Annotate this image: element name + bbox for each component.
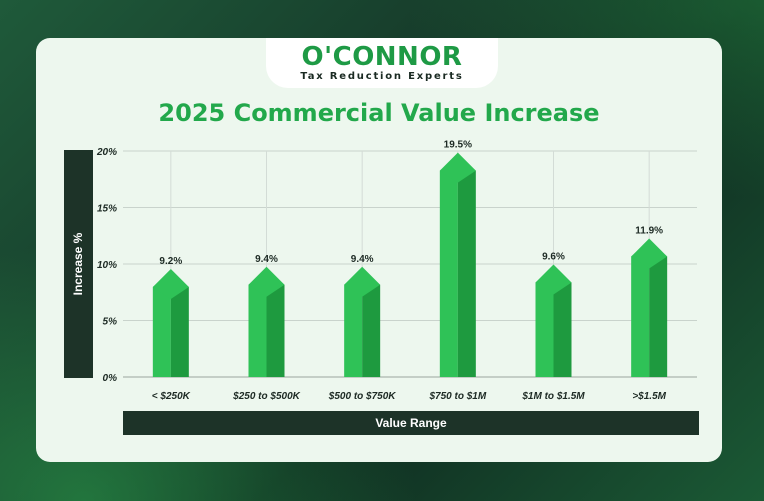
bar-right-face bbox=[362, 270, 381, 377]
bar-right-face bbox=[266, 270, 285, 377]
x-tick-label: $500 to $750K bbox=[328, 391, 396, 402]
bar-left-face bbox=[248, 270, 267, 377]
bar-right-face bbox=[170, 273, 189, 377]
data-label: 9.4% bbox=[255, 254, 278, 265]
data-label: 9.6% bbox=[542, 252, 565, 263]
x-tick-label: >$1.5M bbox=[632, 391, 666, 402]
logo-tagline: Tax Reduction Experts bbox=[300, 71, 464, 82]
x-axis-label: Value Range bbox=[375, 416, 447, 430]
bar bbox=[439, 152, 476, 377]
bar-right-face bbox=[649, 242, 668, 377]
x-tick-label: $250 to $500K bbox=[232, 391, 300, 402]
bar-top-cap bbox=[631, 238, 668, 269]
bar bbox=[344, 266, 381, 377]
bar-left-face bbox=[152, 273, 171, 377]
chart-card bbox=[36, 38, 722, 462]
y-tick-label: 15% bbox=[97, 204, 117, 215]
bar-left-face bbox=[344, 270, 363, 377]
bar-top-cap bbox=[535, 264, 572, 295]
bar-left-face bbox=[535, 268, 554, 377]
bar bbox=[631, 238, 668, 377]
chart-title: 2025 Commercial Value Increase bbox=[158, 99, 600, 127]
bar-left-face bbox=[631, 242, 650, 377]
x-axis-label-bar bbox=[123, 411, 699, 435]
x-tick-label: $1M to $1.5M bbox=[521, 391, 585, 402]
x-tick-label: < $250K bbox=[152, 391, 191, 402]
data-label: 9.2% bbox=[159, 256, 182, 267]
y-tick-label: 5% bbox=[103, 317, 118, 328]
bar-right-face bbox=[553, 268, 572, 377]
bar bbox=[248, 266, 285, 377]
y-tick-label: 10% bbox=[97, 260, 117, 271]
bar bbox=[535, 264, 572, 377]
y-axis-label-bar bbox=[64, 150, 93, 378]
logo-tab bbox=[266, 38, 498, 88]
bar-top-cap bbox=[344, 266, 381, 297]
logo-name: O'CONNOR bbox=[301, 42, 463, 72]
y-tick-label: 20% bbox=[96, 147, 117, 158]
bar-top-cap bbox=[439, 152, 476, 183]
x-tick-label: $750 to $1M bbox=[428, 391, 486, 402]
bar-left-face bbox=[439, 156, 458, 377]
data-label: 19.5% bbox=[444, 140, 472, 151]
y-tick-label: 0% bbox=[103, 373, 118, 384]
bar-top-cap bbox=[248, 266, 285, 297]
data-label: 9.4% bbox=[351, 254, 374, 265]
data-label: 11.9% bbox=[635, 226, 663, 237]
bar-right-face bbox=[457, 156, 476, 377]
bar bbox=[152, 269, 189, 377]
bar-top-cap bbox=[152, 269, 189, 300]
